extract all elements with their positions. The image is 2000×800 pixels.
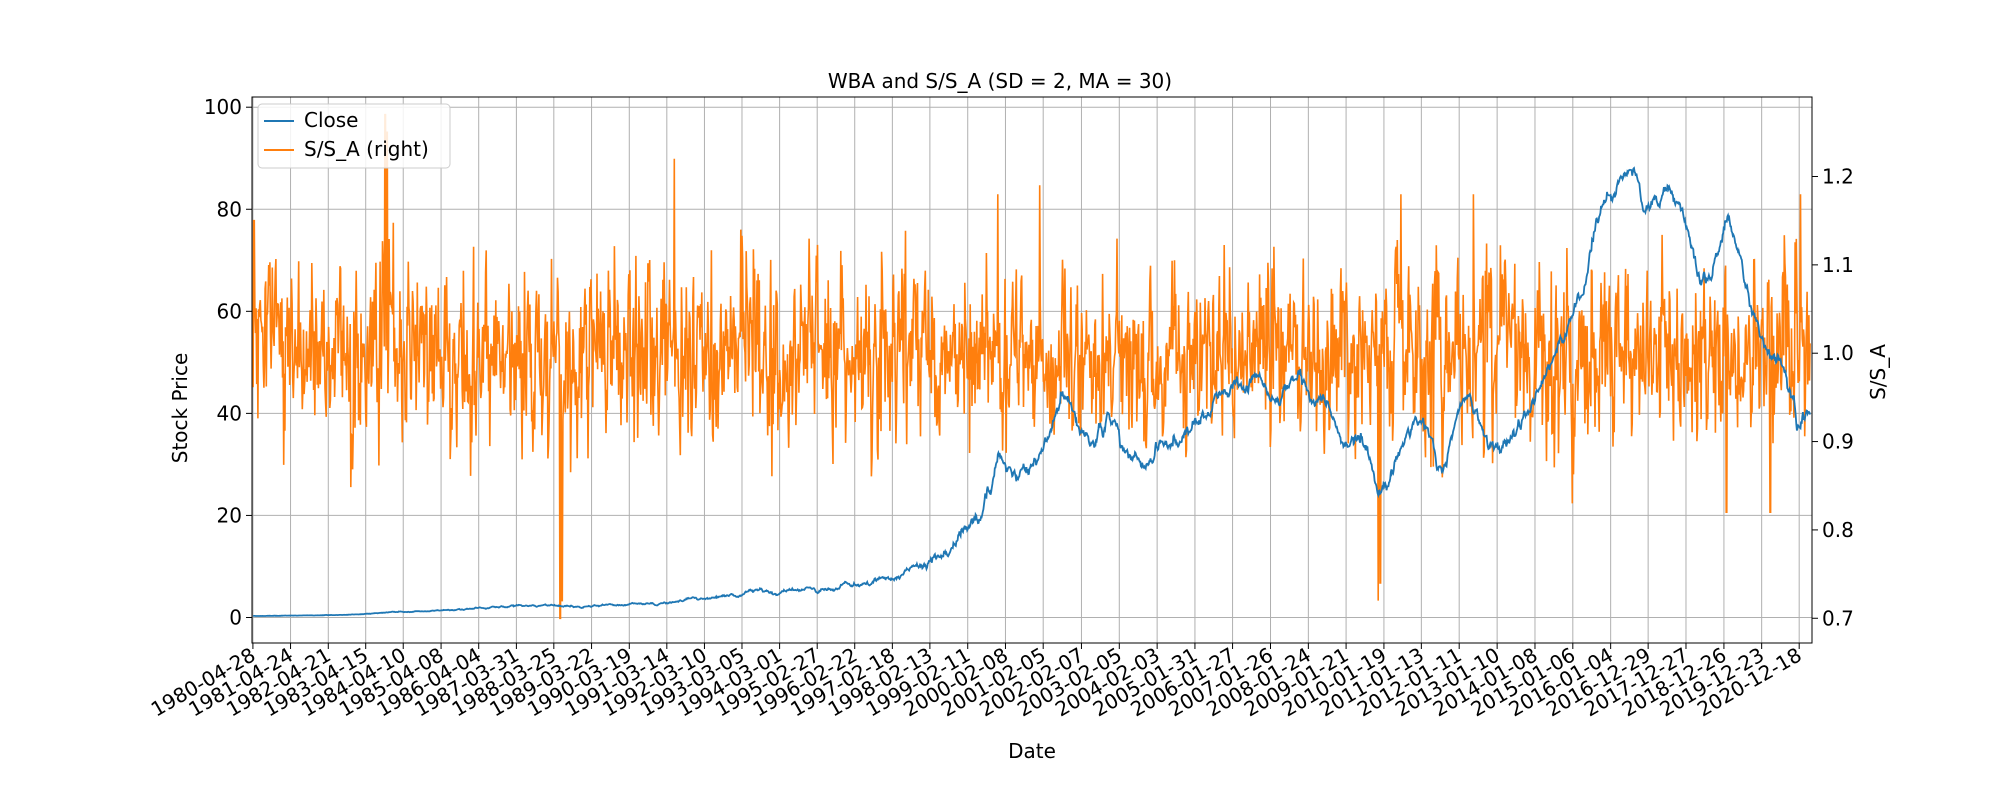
series-line-close xyxy=(253,166,1811,617)
legend: Close S/S_A (right) xyxy=(257,103,451,169)
y-tick-label: 0 xyxy=(229,605,242,629)
legend-label-close: Close xyxy=(304,108,358,132)
axis-layer: 1980-04-281981-04-241982-04-211983-04-15… xyxy=(147,95,1854,721)
y-tick-label: 100 xyxy=(204,95,242,119)
plot-frame xyxy=(251,96,1813,644)
y-right-tick-label: 0.8 xyxy=(1822,518,1854,542)
legend-box xyxy=(257,103,451,169)
y-right-tick-label: 0.9 xyxy=(1822,430,1854,454)
grid-layer xyxy=(252,97,1812,643)
y-axis-label: Stock Price xyxy=(168,353,192,464)
y-right-tick-label: 1.2 xyxy=(1822,165,1854,189)
chart-title: WBA and S/S_A (SD = 2, MA = 30) xyxy=(828,69,1172,93)
y-tick-label: 40 xyxy=(217,401,242,425)
y-right-tick-label: 1.0 xyxy=(1822,341,1854,365)
y-right-tick-label: 1.1 xyxy=(1822,253,1854,277)
y-right-tick-label: 0.7 xyxy=(1822,606,1854,630)
y-tick-label: 80 xyxy=(217,197,242,221)
y-axis-label-right: S/S_A xyxy=(1866,344,1890,400)
y-tick-label: 60 xyxy=(217,299,242,323)
y-tick-label: 20 xyxy=(217,503,242,527)
series-layer xyxy=(252,113,1811,620)
legend-label-ssa: S/S_A (right) xyxy=(304,137,429,161)
x-axis-label: Date xyxy=(1008,739,1056,763)
